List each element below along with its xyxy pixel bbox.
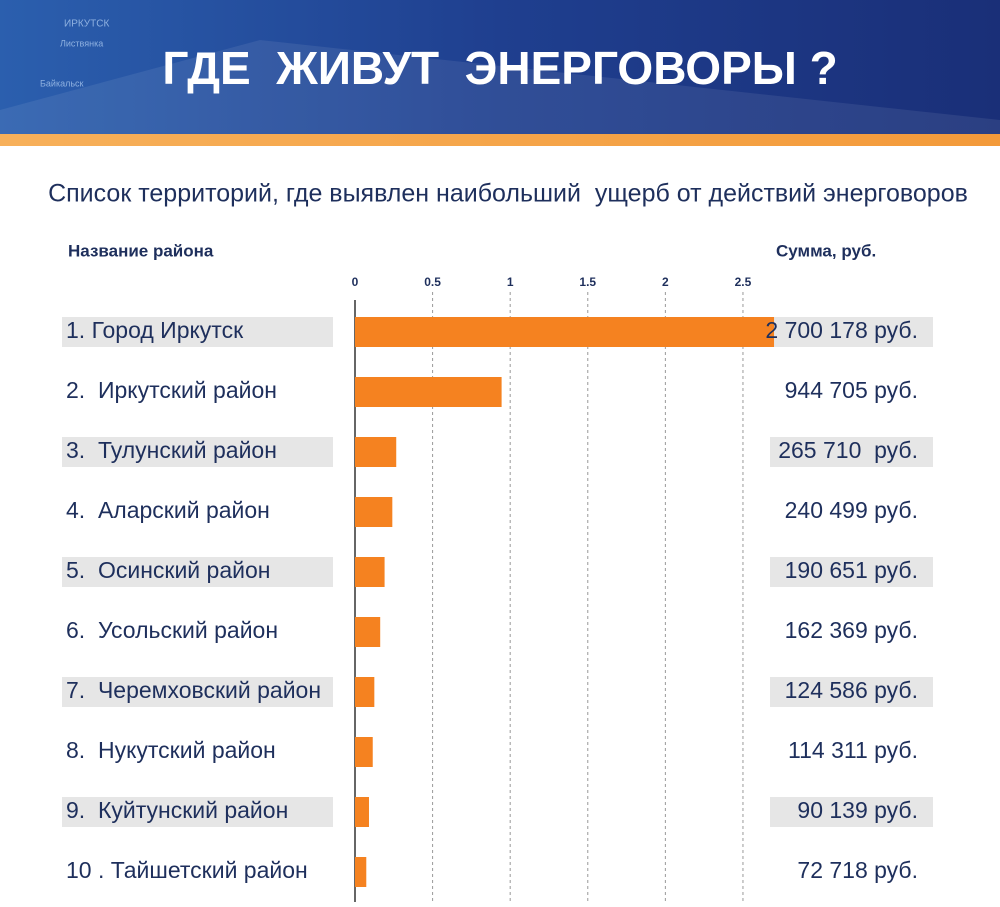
chart-title: ГДЕ ЖИВУТ ЭНЕРГОВОРЫ ? [162, 42, 837, 94]
value-label: 72 718 руб. [797, 857, 918, 883]
category-label: 2. Иркутский район [66, 377, 277, 403]
x-tick-label: 1.5 [579, 275, 596, 289]
value-label: 2 700 178 руб. [765, 317, 918, 343]
row-stripe [62, 557, 333, 587]
row-stripe [62, 437, 333, 467]
row-stripe [770, 437, 933, 467]
row-stripe [62, 677, 333, 707]
header-banner [0, 0, 1000, 136]
bar [355, 617, 381, 647]
bar [355, 557, 385, 587]
row-stripe [62, 317, 333, 347]
map-label: Байкальск [40, 78, 84, 88]
bar [355, 317, 775, 347]
row-stripe [62, 797, 333, 827]
row-stripe [770, 317, 933, 347]
bar [355, 857, 367, 887]
category-label: 4. Аларский район [66, 497, 270, 523]
header-stripe [0, 134, 1000, 146]
category-label: 6. Усольский район [66, 617, 278, 643]
map-label: Листвянка [60, 38, 103, 48]
x-tick-label: 2.5 [735, 275, 752, 289]
value-label: 240 499 руб. [785, 497, 918, 523]
value-label: 124 586 руб. [785, 677, 918, 703]
category-label: 7. Черемховский район [66, 677, 321, 703]
value-header: Сумма, руб. [776, 241, 876, 260]
banner-shine [0, 40, 1000, 136]
category-label: 1. Город Иркутск [66, 317, 244, 343]
chart-subtitle: Список территорий, где выявлен наибольши… [48, 180, 968, 208]
category-label: 8. Нукутский район [66, 737, 276, 763]
row-stripe [770, 797, 933, 827]
row-stripe [770, 677, 933, 707]
category-label: 5. Осинский район [66, 557, 270, 583]
category-label: 9. Куйтунский район [66, 797, 288, 823]
category-label: 3. Тулунский район [66, 437, 277, 463]
x-tick-label: 0 [352, 275, 359, 289]
x-tick-label: 1 [507, 275, 514, 289]
value-label: 90 139 руб. [797, 797, 918, 823]
value-label: 944 705 руб. [785, 377, 918, 403]
category-header: Название района [68, 241, 214, 260]
value-label: 162 369 руб. [785, 617, 918, 643]
bar [355, 497, 393, 527]
x-tick-label: 2 [662, 275, 669, 289]
value-label: 114 311 руб. [788, 737, 918, 763]
map-label: ИРКУТСК [64, 19, 109, 30]
bar [355, 377, 502, 407]
row-stripe [770, 557, 933, 587]
x-tick-label: 0.5 [424, 275, 441, 289]
value-label: 265 710 руб. [778, 437, 918, 463]
bar [355, 437, 397, 467]
value-label: 190 651 руб. [785, 557, 918, 583]
bar [355, 737, 373, 767]
bar [355, 797, 369, 827]
bar [355, 677, 375, 707]
category-label: 10 . Тайшетский район [66, 857, 308, 883]
